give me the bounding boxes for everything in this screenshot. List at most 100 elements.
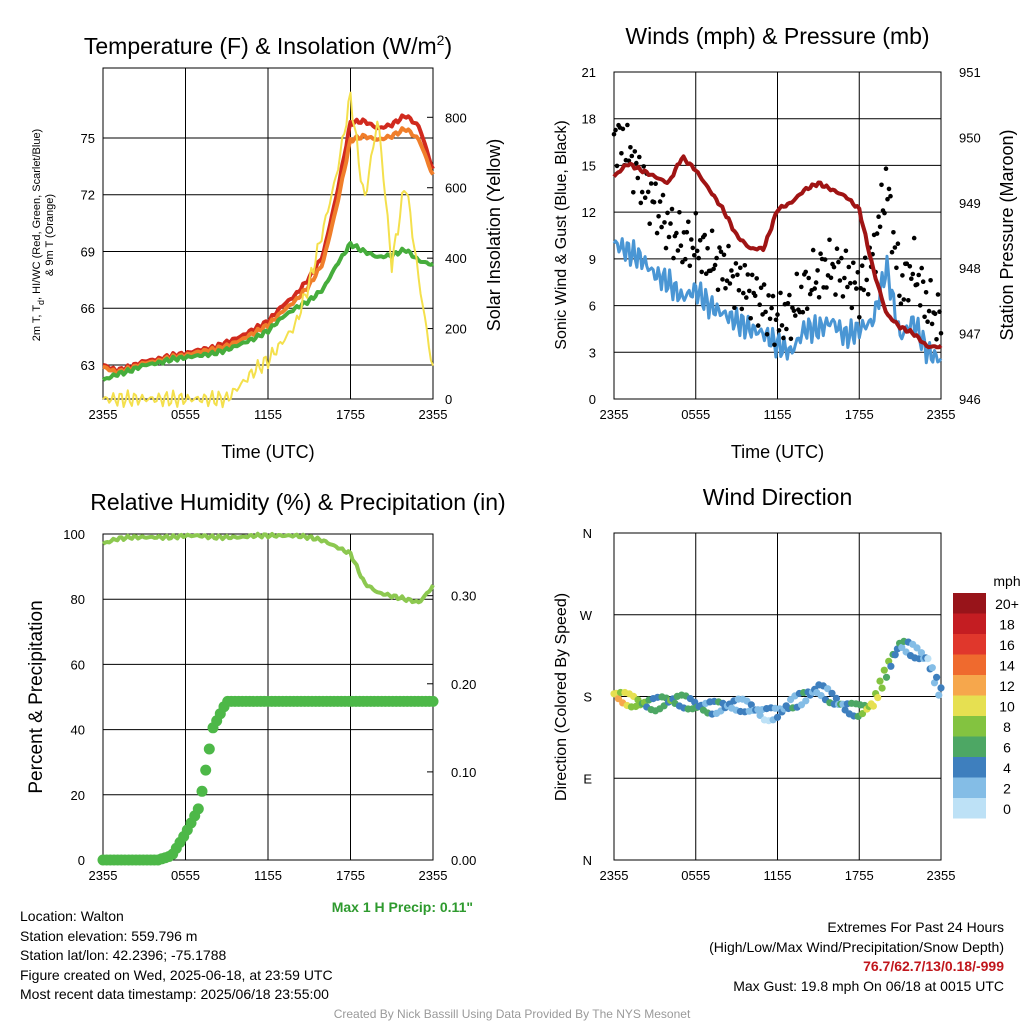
gust-point	[882, 210, 887, 216]
wind-y2tick-label: 951	[959, 65, 981, 80]
gust-point	[888, 193, 893, 199]
gust-point	[865, 292, 871, 297]
gust-point	[938, 331, 944, 336]
gust-point	[671, 255, 676, 261]
extremes-info: Extremes For Past 24 Hours (High/Low/Max…	[709, 918, 1004, 996]
gust-point	[635, 175, 641, 181]
gust-point	[917, 303, 923, 308]
direction-point	[898, 643, 906, 652]
gust-point	[812, 286, 817, 291]
gust-point	[855, 270, 861, 275]
direction-point	[933, 673, 941, 681]
precip-point	[200, 764, 212, 776]
rh-chart-xtick-label: 2355	[89, 868, 118, 883]
rh-ytick-label: 0	[78, 853, 85, 868]
direction-chart-title: Wind Direction	[703, 484, 853, 510]
gust-point	[637, 154, 642, 160]
gust-point	[807, 291, 813, 297]
wind-ytick-label: 9	[589, 252, 596, 267]
direction-chart-xtick-label: 1155	[764, 868, 792, 883]
direction-point	[930, 679, 939, 687]
temp-chart-xtick-label: 2355	[419, 407, 448, 422]
gust-point	[702, 232, 707, 238]
temp-ytick-label: 63	[81, 358, 95, 373]
gust-point	[620, 126, 626, 132]
extremes-subtitle: (High/Low/Max Wind/Precipitation/Snow De…	[709, 938, 1004, 955]
direction-chart-xtick-label: 2355	[927, 868, 956, 883]
gust-point	[907, 264, 913, 269]
gust-point	[613, 127, 618, 133]
gust-point	[767, 316, 773, 322]
gust-point	[727, 281, 733, 286]
gust-point	[631, 190, 636, 195]
gust-point	[815, 268, 820, 273]
gust-point	[703, 271, 709, 277]
gust-point	[692, 253, 697, 258]
gust-point	[886, 186, 892, 192]
gust-point	[788, 336, 794, 342]
direction-point	[937, 684, 945, 692]
gust-point	[920, 279, 926, 285]
gust-point	[715, 287, 721, 293]
direction-point	[747, 701, 755, 709]
gust-point	[763, 309, 768, 315]
rh-y-axis-label: Percent & Precipitation	[26, 600, 47, 793]
location-text: Location: Walton	[20, 908, 124, 924]
gust-point	[923, 290, 929, 295]
gust-point	[761, 282, 767, 287]
rh-y2tick-label: 0.10	[451, 765, 476, 780]
gust-point	[934, 337, 939, 342]
speed-legend-label: 12	[999, 678, 1015, 694]
gust-point	[668, 221, 673, 226]
temp-series-yellow	[102, 91, 434, 409]
gust-point	[744, 295, 749, 300]
gust-point	[632, 149, 638, 154]
gust-point	[925, 319, 930, 325]
gust-point	[754, 276, 759, 281]
gust-point	[747, 288, 752, 294]
wind-y-axis-label: Sonic Wind & Gust (Blue, Black)	[553, 120, 570, 349]
temp-chart-xtick-label: 1155	[254, 407, 282, 422]
gust-point	[926, 308, 932, 314]
wind-x-axis-label: Time (UTC)	[731, 442, 824, 462]
gust-point	[675, 248, 681, 253]
gust-point	[911, 235, 917, 241]
temp-y-axis-label-part-1: d	[36, 300, 46, 305]
rh-chart-xtick-label: 0555	[171, 868, 200, 883]
gust-point	[791, 308, 797, 314]
wind-ytick-label: 21	[582, 65, 596, 80]
gust-point	[776, 328, 782, 333]
gust-point	[919, 265, 924, 271]
direction-point	[876, 677, 884, 685]
pressure-series	[612, 154, 943, 350]
max-precip-annotation: Max 1 H Precip: 0.11"	[332, 899, 473, 915]
temp-chart-title-part-1: 2	[437, 32, 445, 48]
gust-point	[770, 293, 776, 299]
temp-y-axis-label-part-2: , HI/WC (Red, Green, Scarlet/Blue)	[31, 129, 43, 300]
gust-point	[834, 246, 840, 251]
gust-point	[736, 288, 742, 293]
gust-point	[648, 181, 654, 186]
speed-legend-swatch	[953, 798, 986, 819]
gust-point	[689, 237, 694, 242]
speed-legend-swatch	[953, 757, 986, 778]
gust-point	[614, 163, 620, 169]
gust-point	[929, 321, 935, 327]
precip-point	[196, 785, 208, 797]
direction-ytick-label: N	[583, 853, 592, 868]
speed-legend-swatch	[953, 593, 986, 614]
gust-point	[752, 293, 758, 299]
gust-point	[840, 294, 846, 299]
gust-point	[816, 295, 822, 300]
gust-point	[723, 286, 728, 291]
wind-y2-axis-label: Station Pressure (Maroon)	[997, 129, 1017, 340]
direction-point	[874, 694, 882, 702]
gust-point	[837, 278, 843, 283]
gust-point	[665, 210, 670, 216]
temp-chart-title-part-2: )	[444, 33, 452, 59]
gust-point	[645, 189, 651, 195]
gust-point	[898, 301, 904, 307]
gust-point	[922, 314, 927, 320]
direction-point	[869, 702, 878, 710]
